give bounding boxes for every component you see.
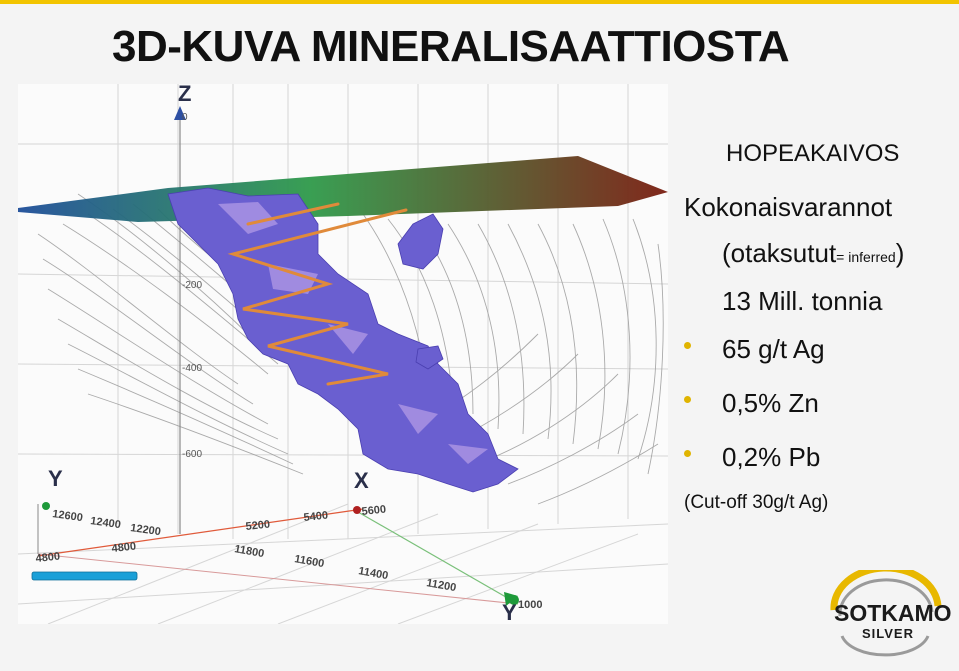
grade-text: 65 g/t Ag xyxy=(722,334,825,364)
orange-drill-traces xyxy=(227,202,408,386)
y-axis-label-bottom: Y xyxy=(502,600,517,624)
z-tick: -200 xyxy=(182,280,202,291)
z-tick: -600 xyxy=(182,449,202,460)
estimate-close: ) xyxy=(895,238,905,268)
grade-text: 0,5% Zn xyxy=(722,388,819,418)
bullet-icon xyxy=(684,342,691,349)
floor-tick: 5200 xyxy=(245,518,271,532)
grid-walls xyxy=(18,84,668,624)
slide-title: 3D-KUVA MINERALISAATTIOSTA xyxy=(112,22,790,71)
top-accent-bar xyxy=(0,0,959,4)
floor-tick: 11200 xyxy=(425,577,457,594)
mineralization-3d-figure: Z 0 -200 -400 -600 xyxy=(18,84,668,624)
floor-tick: 12400 xyxy=(90,515,122,531)
z-axis: Z 0 -200 -400 -600 xyxy=(174,84,202,534)
x-axis-label: X xyxy=(354,468,369,493)
ground-surface xyxy=(18,156,668,222)
logo-name: SOTKAMO xyxy=(834,600,952,626)
ore-highlights xyxy=(218,202,488,464)
mine-name: HOPEAKAIVOS xyxy=(726,140,900,167)
floor-axes: Y X Y xyxy=(37,466,519,624)
floor-tick: 12600 xyxy=(52,508,84,524)
z-axis-label: Z xyxy=(178,84,191,106)
sotkamo-silver-logo: SOTKAMO SILVER xyxy=(820,564,952,662)
estimate-small: = inferred xyxy=(836,249,896,265)
floor-tick: 11400 xyxy=(357,565,389,582)
floor-tick: 12200 xyxy=(130,522,162,538)
floor-tick: 11600 xyxy=(293,553,325,570)
cutoff-note: (Cut-off 30g/t Ag) xyxy=(684,492,829,513)
floor-tick-labels: 12600 12400 12200 5200 5400 5600 4800 48… xyxy=(35,503,542,611)
floor-tick: 4800 xyxy=(111,540,137,554)
scale-bar xyxy=(31,571,138,581)
reserves-title: Kokonaisvarannot xyxy=(684,192,893,222)
estimate-open: (otaksutut xyxy=(722,238,837,268)
logo-sub: SILVER xyxy=(862,626,914,641)
estimate-type: (otaksutut= inferred) xyxy=(722,238,904,269)
bullet-icon xyxy=(684,450,691,457)
floor-tick: 5600 xyxy=(361,503,387,517)
y-axis-label-left: Y xyxy=(48,466,63,491)
floor-tick: 1000 xyxy=(518,599,542,611)
figure-svg: Z 0 -200 -400 -600 xyxy=(18,84,668,624)
floor-tick: 5400 xyxy=(303,509,329,523)
floor-tick: 4800 xyxy=(35,550,61,564)
floor-tick: 11800 xyxy=(233,543,265,560)
z-tick: 0 xyxy=(182,112,188,123)
z-tick: -400 xyxy=(182,363,202,374)
tonnage: 13 Mill. tonnia xyxy=(722,286,883,316)
grade-text: 0,2% Pb xyxy=(722,442,821,472)
bullet-icon xyxy=(684,396,691,403)
